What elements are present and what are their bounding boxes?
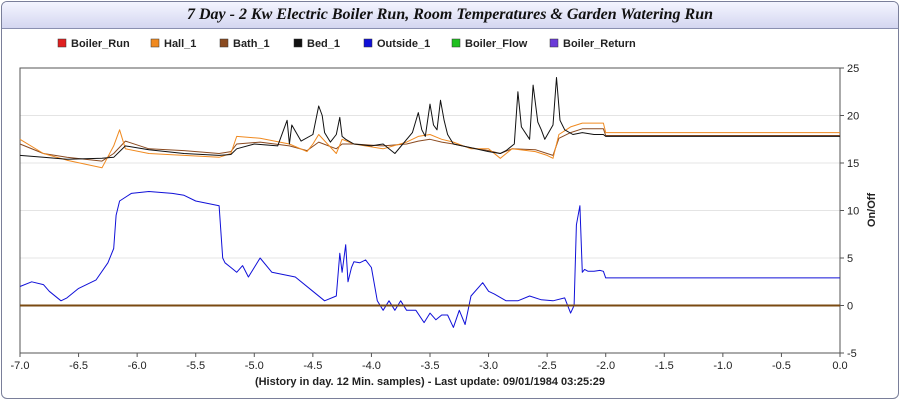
x-tick-label: -6.5: [69, 360, 88, 372]
y-tick-label: 25: [847, 63, 859, 75]
y-tick-label: -5: [847, 348, 857, 360]
legend-swatch: [57, 38, 67, 48]
x-axis-ticks: -7.0 -6.5 -6.0 -5.5 -5.0 -4.5 -4.0 -3.5 -3.0 -2.5…: [11, 353, 848, 372]
y-tick-label: 5: [847, 253, 853, 265]
legend-label: Bath_1: [233, 38, 270, 50]
title-bar: 7 Day - 2 Kw Electric Boiler Run, Room T…: [2, 2, 898, 29]
gridlines: [20, 67, 840, 354]
y-axis-ticks: 25 20 15 10 5 0 -5: [840, 63, 859, 360]
series-line-bed-1: [19, 77, 840, 160]
x-tick-label: -0.5: [772, 360, 791, 372]
y-tick-label: 15: [847, 158, 859, 170]
legend-swatch: [150, 38, 160, 48]
y-tick-label: 20: [847, 111, 859, 123]
legend-label: Outside_1: [377, 38, 430, 50]
legend-swatch: [219, 38, 229, 48]
legend-label: Boiler_Flow: [465, 38, 528, 50]
series-line-bath-1: [19, 128, 840, 162]
series-line-outside-1: [19, 191, 840, 328]
legend-label: Boiler_Return: [563, 38, 636, 50]
x-tick-label: -2.5: [538, 360, 557, 372]
x-axis-title: (History in day. 12 Min. samples) - Last…: [255, 376, 605, 388]
x-tick-label: -5.0: [245, 360, 264, 372]
x-tick-label: -5.5: [186, 360, 205, 372]
x-tick-label: -7.0: [11, 360, 30, 372]
x-tick-label: -1.0: [713, 360, 732, 372]
chart-title: 7 Day - 2 Kw Electric Boiler Run, Room T…: [187, 6, 713, 23]
y-tick-label: 10: [847, 206, 859, 218]
legend: Boiler_Run Hall_1 Bath_1 Bed_1 Outside_1 Boil…: [57, 38, 636, 50]
legend-label: Hall_1: [164, 38, 196, 50]
y-tick-label: 0: [847, 301, 853, 313]
legend-swatch: [293, 38, 303, 48]
legend-swatch: [549, 38, 559, 48]
x-tick-label: -6.0: [128, 360, 147, 372]
series-layer: [19, 77, 840, 328]
x-tick-label: -3.0: [479, 360, 498, 372]
legend-swatch: [363, 38, 373, 48]
legend-label: Boiler_Run: [71, 38, 130, 50]
x-tick-label: -4.0: [362, 360, 381, 372]
y-axis-title: On/Off: [866, 193, 878, 228]
legend-label: Bed_1: [307, 38, 340, 50]
x-tick-label: -1.5: [655, 360, 674, 372]
x-tick-label: -2.0: [596, 360, 615, 372]
legend-swatch: [451, 38, 461, 48]
x-tick-label: -4.5: [303, 360, 322, 372]
series-line-hall-1: [19, 122, 840, 169]
x-tick-label: -3.5: [421, 360, 440, 372]
x-tick-label: 0.0: [832, 360, 847, 372]
